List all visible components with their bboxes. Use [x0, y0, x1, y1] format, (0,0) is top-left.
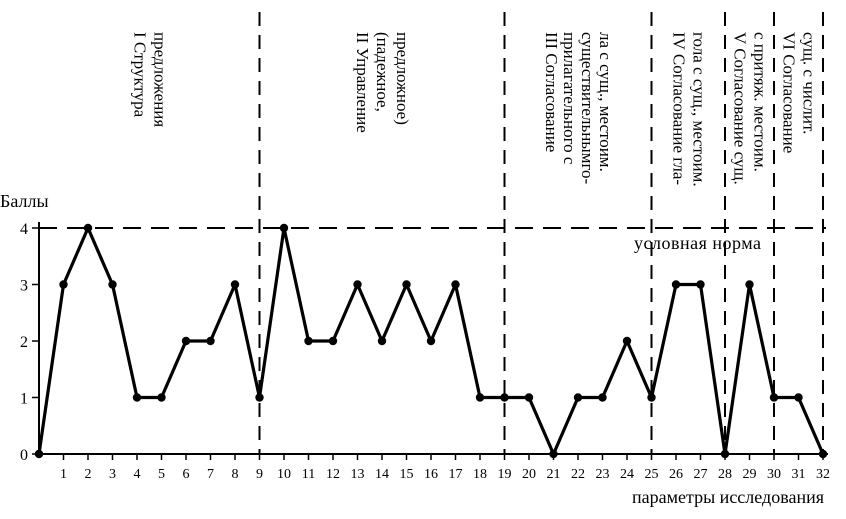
x-tick-label: 24 [620, 467, 634, 482]
x-tick-label: 5 [158, 467, 165, 482]
section-label: прилагательного с [560, 32, 579, 165]
x-tick-label: 10 [277, 467, 291, 482]
section-label: с притяж. местоим. [751, 32, 770, 172]
section-label: предложное) [393, 32, 412, 125]
x-tick-label: 2 [85, 467, 92, 482]
x-tick-label: 19 [498, 467, 512, 482]
x-tick-label: 27 [694, 467, 708, 482]
y-tick-label: 1 [20, 391, 28, 408]
section-label: предложения [150, 32, 169, 127]
data-point [34, 449, 44, 459]
section-label: существительнымго- [578, 32, 597, 185]
data-point [426, 336, 436, 346]
data-point [377, 336, 387, 346]
x-tick-label: 11 [302, 467, 315, 482]
data-point [132, 393, 142, 402]
section-label: II Управление [353, 32, 372, 133]
x-tick-label: 18 [473, 467, 487, 482]
data-point [157, 393, 166, 402]
data-point [475, 393, 485, 402]
x-tick-label: 14 [375, 467, 389, 482]
data-point [769, 393, 779, 402]
data-point [818, 449, 828, 459]
x-tick-label: 16 [424, 467, 438, 482]
data-point [549, 449, 558, 459]
data-point [304, 336, 313, 346]
data-point [671, 280, 681, 289]
x-tick-label: 20 [522, 467, 536, 482]
data-point [83, 223, 93, 233]
data-point [279, 223, 289, 233]
x-tick-label: 15 [400, 467, 414, 482]
x-tick-label: 1 [60, 467, 67, 482]
norm-label: условная норма [634, 233, 762, 253]
data-point [328, 336, 338, 346]
x-tick-label: 8 [232, 467, 239, 482]
x-tick-label: 6 [183, 467, 190, 482]
section-label: V Согласование сущ. [731, 32, 750, 185]
data-point [451, 280, 460, 289]
data-point [255, 393, 264, 402]
data-point [745, 280, 754, 289]
x-tick-label: 31 [792, 467, 806, 482]
section-label: III Согласование [542, 32, 561, 152]
x-tick-label: 23 [596, 467, 610, 482]
x-tick-label: 30 [767, 467, 781, 482]
section-label: IV Согласование гла- [669, 32, 688, 185]
data-point [108, 280, 117, 289]
x-tick-label: 28 [718, 467, 732, 482]
x-tick-label: 7 [207, 467, 214, 482]
data-point [59, 280, 68, 289]
x-tick-label: 26 [669, 467, 683, 482]
x-tick-label: 3 [109, 467, 116, 482]
x-tick-label: 13 [351, 467, 365, 482]
y-tick-label: 4 [20, 221, 28, 238]
data-point [696, 280, 705, 289]
x-tick-label: 25 [645, 467, 659, 482]
section-label: I Структура [130, 32, 149, 118]
y-axis-label: Баллы [0, 191, 49, 211]
data-point [573, 393, 583, 402]
data-point [598, 393, 607, 402]
x-tick-label: 21 [547, 467, 561, 482]
data-point [500, 393, 509, 402]
x-tick-label: 17 [449, 467, 463, 482]
x-tick-label: 4 [134, 467, 141, 482]
x-tick-label: 9 [256, 467, 263, 482]
y-tick-label: 3 [20, 278, 28, 295]
data-point [647, 393, 656, 402]
section-label: VI Согласование [780, 32, 799, 153]
x-tick-label: 32 [816, 467, 830, 482]
data-point [524, 393, 534, 402]
y-tick-label: 0 [20, 447, 28, 464]
x-axis-label: параметры исследования [632, 487, 824, 507]
data-point [794, 393, 803, 402]
data-point [206, 336, 215, 346]
section-label: (падежное, [373, 32, 392, 112]
data-point [622, 336, 632, 346]
data-point [230, 280, 240, 289]
section-label: сущ. с числит. [800, 32, 819, 134]
x-tick-label: 29 [743, 467, 757, 482]
y-tick-label: 2 [20, 334, 28, 351]
data-point [402, 280, 411, 289]
data-point [181, 336, 191, 346]
data-point [353, 280, 362, 289]
section-label: гола с сущ., местоим. [689, 32, 708, 187]
section-label: ла с сущ., местоим. [596, 32, 615, 172]
x-tick-label: 12 [326, 467, 340, 482]
x-tick-label: 22 [571, 467, 585, 482]
data-point [720, 449, 730, 459]
